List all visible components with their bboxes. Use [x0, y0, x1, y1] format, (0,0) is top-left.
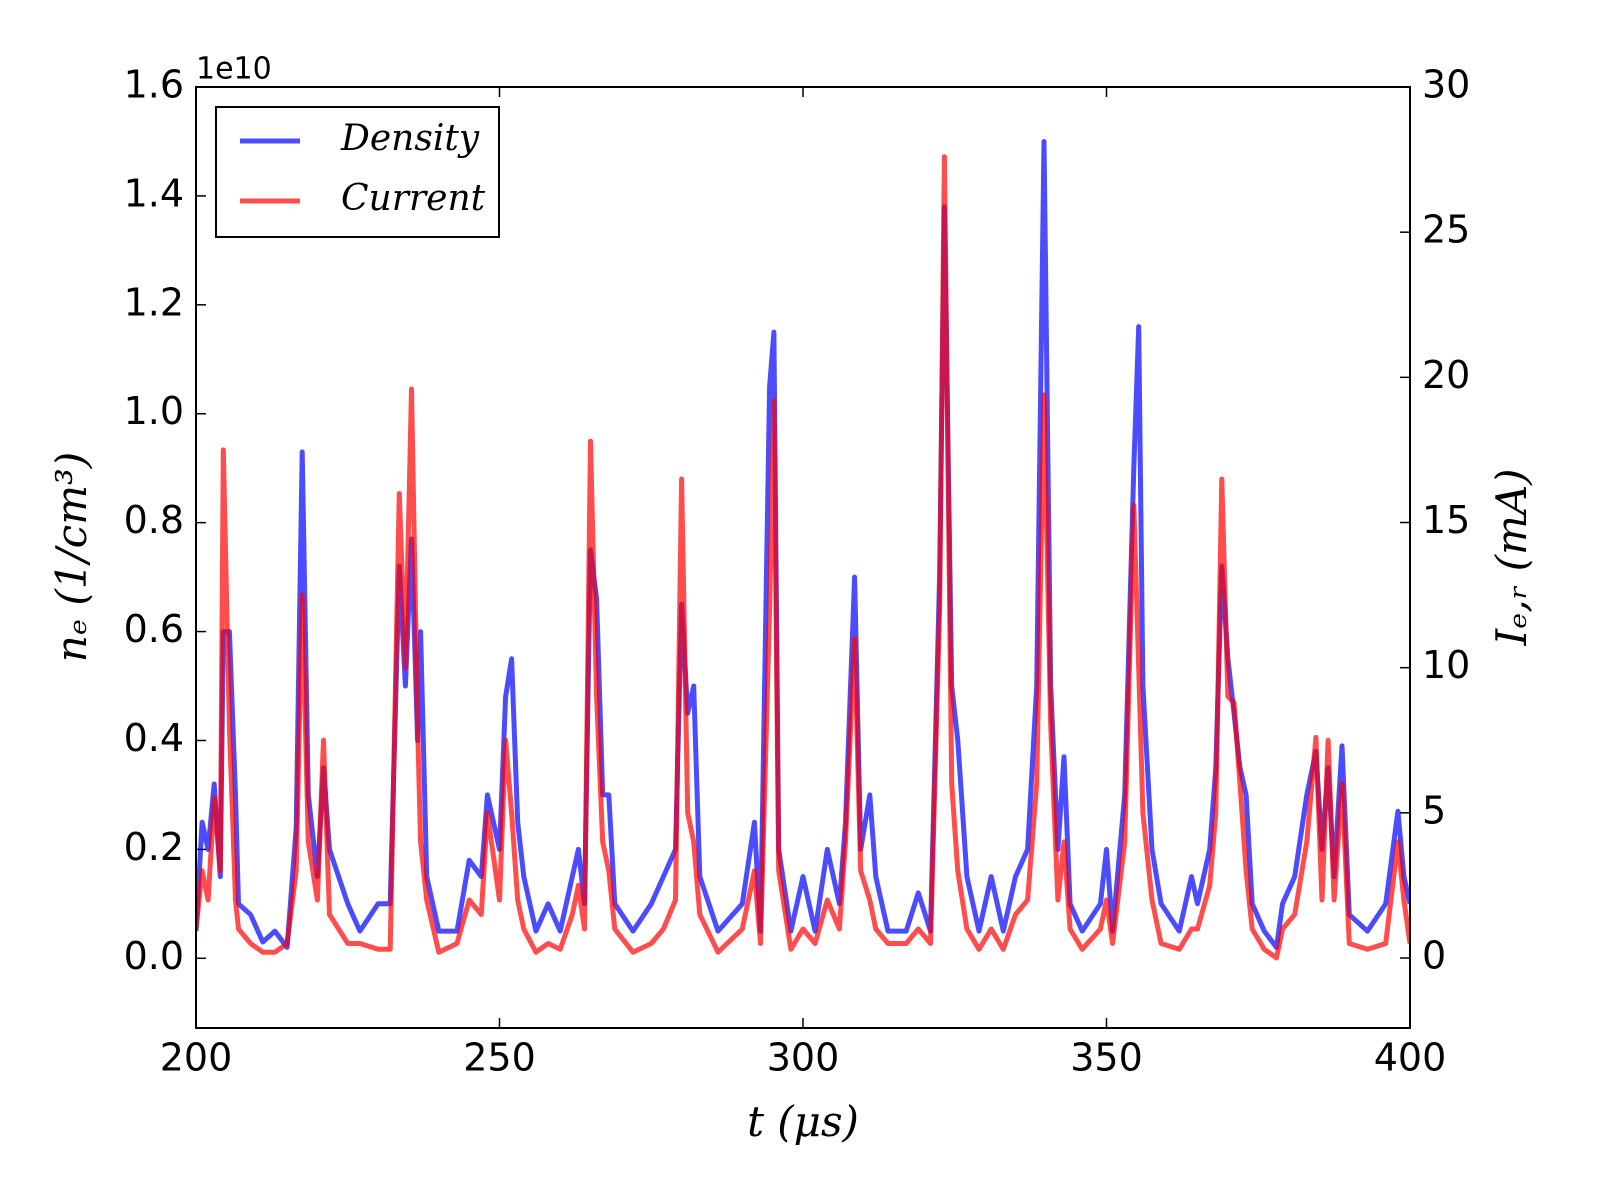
- y-tick-label: 0.4: [124, 716, 184, 760]
- y-tick-label: 1.0: [124, 389, 184, 433]
- data-line: [196, 154, 1410, 961]
- y-tick-label: 1.4: [124, 171, 184, 215]
- y2-tick-label: 0: [1422, 934, 1446, 978]
- x-tick-label: 300: [767, 1036, 840, 1080]
- y-tick-label: 0.0: [124, 934, 184, 978]
- y2-tick-label: 15: [1422, 498, 1470, 542]
- y2-axis-label: Iₑ,ᵣ (mA): [1487, 468, 1536, 646]
- plot-frame: [195, 86, 1411, 1029]
- y2-tick-label: 5: [1422, 788, 1446, 832]
- x-tick-label: 200: [160, 1036, 233, 1080]
- legend-label: Current: [341, 178, 486, 219]
- y-axis-label: nₑ (1/cm³): [47, 452, 96, 663]
- legend-box: [215, 106, 500, 238]
- y-tick-label: 1.6: [124, 63, 184, 107]
- legend-label: Density: [340, 118, 480, 159]
- y-tick-label: 0.6: [124, 607, 184, 651]
- y-tick-label: 0.2: [124, 825, 184, 869]
- x-tick-label: 350: [1070, 1036, 1143, 1080]
- x-tick-label: 250: [463, 1036, 536, 1080]
- y-tick-label: 1.2: [124, 280, 184, 324]
- x-axis-label: t (μs): [747, 1097, 859, 1146]
- y2-tick-label: 25: [1422, 208, 1470, 252]
- data-line: [196, 139, 1410, 950]
- y2-tick-label: 20: [1422, 353, 1470, 397]
- y2-tick-label: 10: [1422, 643, 1470, 687]
- y-offset-label: 1e10: [196, 52, 272, 87]
- y-tick-label: 0.8: [124, 498, 184, 542]
- x-tick-label: 400: [1374, 1036, 1447, 1080]
- y2-tick-label: 30: [1422, 63, 1470, 107]
